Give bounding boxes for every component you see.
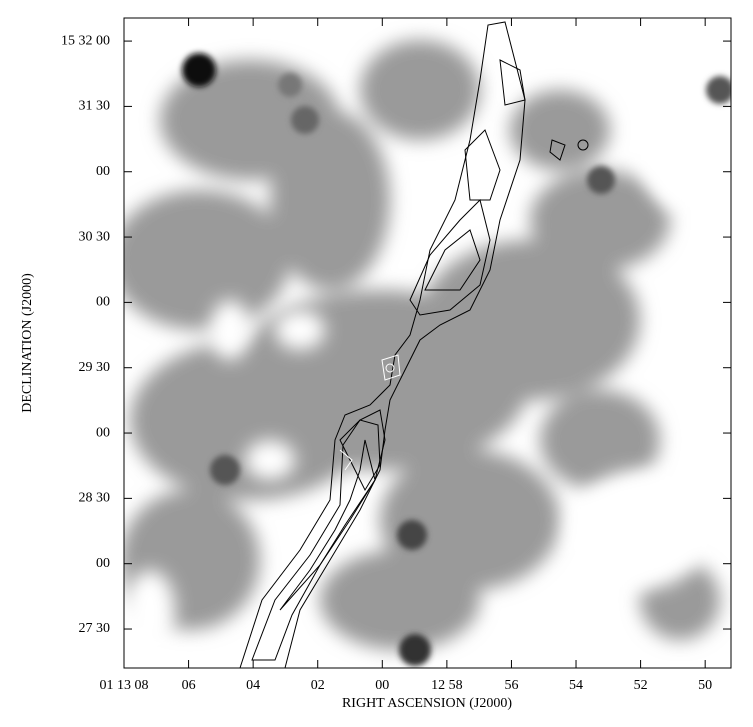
y-tick-label: 00: [96, 164, 110, 179]
y-tick-label: 00: [96, 425, 110, 440]
plot-frame: [123, 17, 732, 669]
x-tick-label: 52: [634, 678, 648, 693]
y-tick-label: 00: [96, 295, 110, 310]
contours: [239, 21, 589, 668]
x-tick-label: 12 58: [431, 678, 463, 693]
y-tick-label: 00: [96, 556, 110, 571]
y-tick-label: 15 32 00: [61, 33, 110, 48]
x-tick-label: 56: [504, 678, 518, 693]
x-axis-label: RIGHT ASCENSION (J2000): [342, 696, 512, 711]
y-axis-label: DECLINATION (J2000): [20, 273, 35, 413]
y-tick-label: 27 30: [79, 621, 111, 636]
y-tick-label: 29 30: [79, 360, 111, 375]
x-tick-label: 50: [698, 678, 712, 693]
y-tick-label: 30 30: [79, 229, 111, 244]
y-tick-label: 31 30: [79, 99, 111, 114]
x-tick-label: 04: [246, 678, 260, 693]
y-tick-label: 28 30: [79, 491, 111, 506]
x-tick-label: 02: [311, 678, 325, 693]
gray-image: [124, 18, 731, 668]
x-tick-label: 01 13 08: [100, 678, 149, 693]
x-tick-label: 00: [375, 678, 389, 693]
x-tick-label: 06: [182, 678, 196, 693]
x-tick-label: 54: [569, 678, 583, 693]
